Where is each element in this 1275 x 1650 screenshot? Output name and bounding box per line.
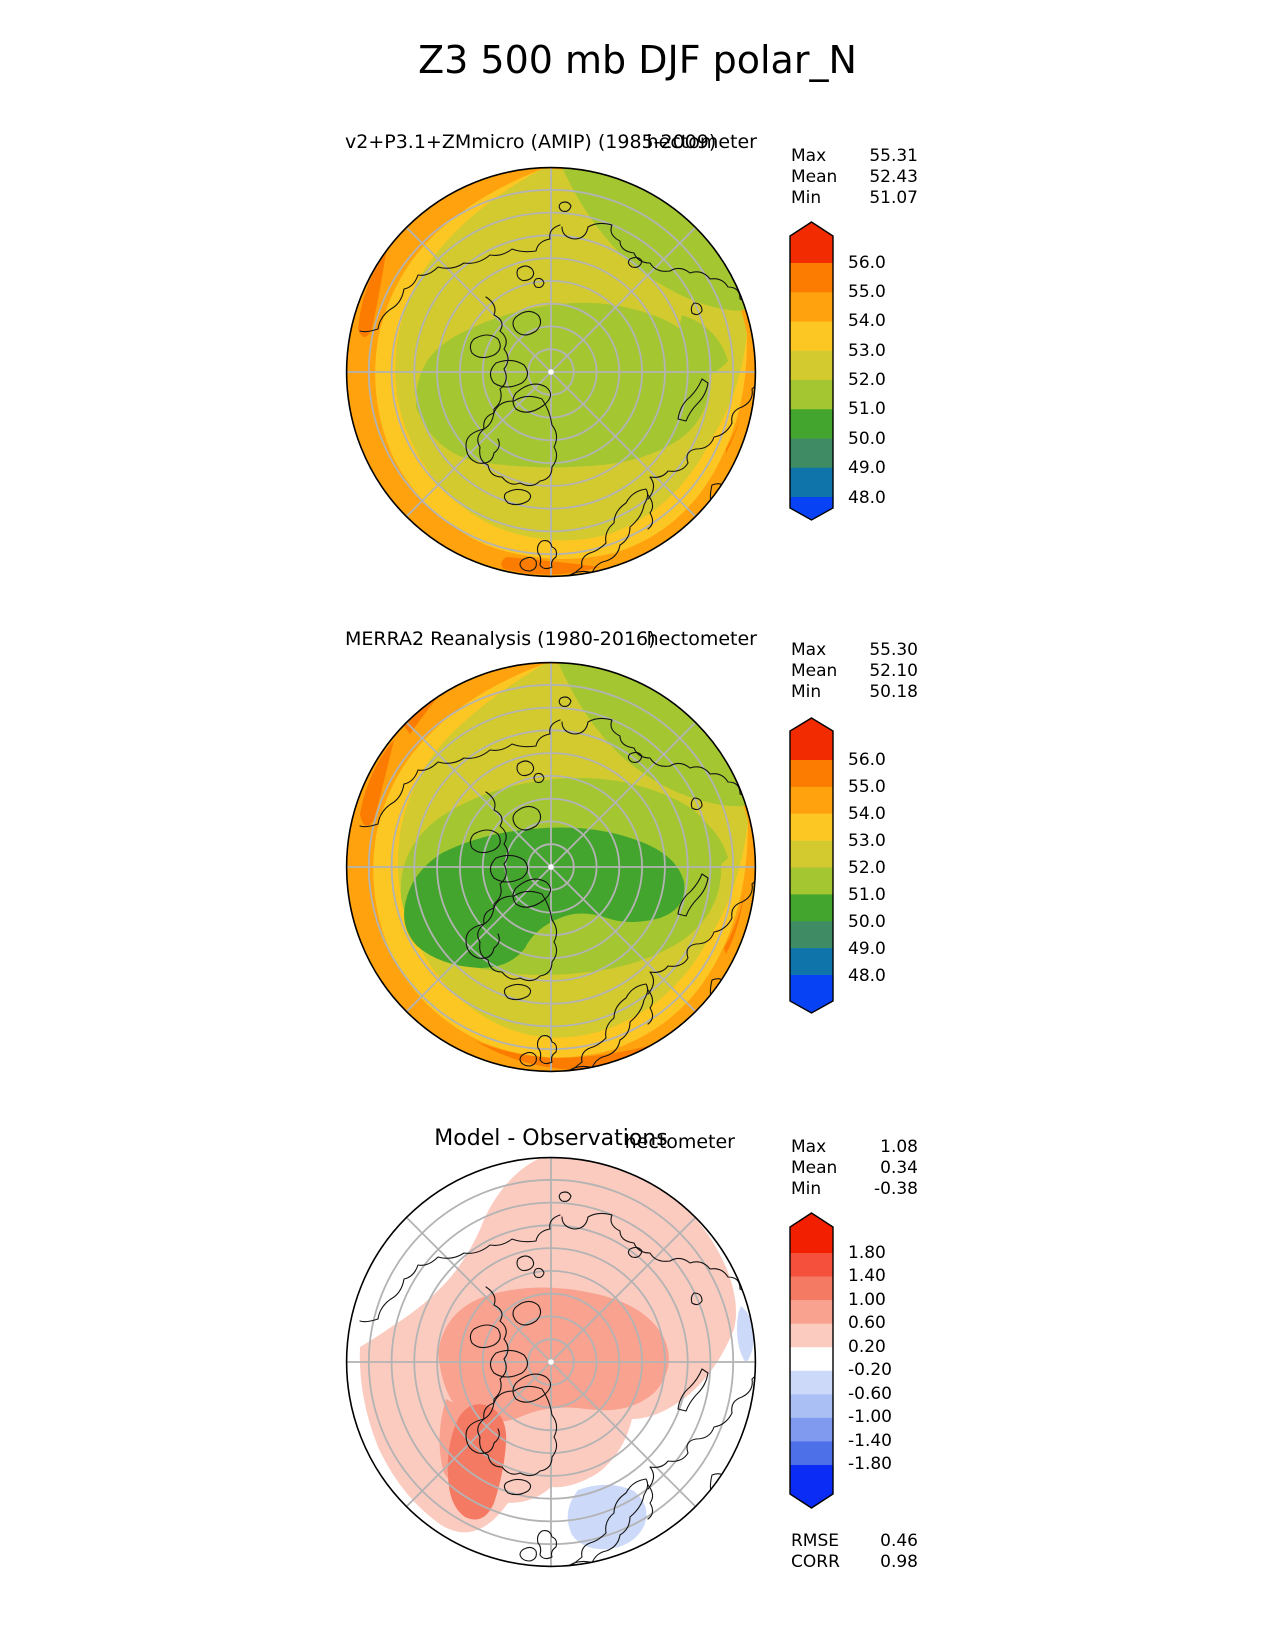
- colorbar-tick-label: -1.80: [848, 1454, 892, 1475]
- stat-row: Max 55.30: [791, 640, 918, 661]
- colorbar-tick-label: 54.0: [848, 311, 886, 332]
- colorbar-tick-label: 1.40: [848, 1266, 886, 1287]
- stat-value: 1.08: [880, 1137, 918, 1157]
- stat-row: Min 51.07: [791, 188, 918, 209]
- colorbar-tick-label: -0.60: [848, 1383, 892, 1404]
- stat-row: Max 55.31: [791, 146, 918, 167]
- figure-title: Z3 500 mb DJF polar_N: [418, 38, 857, 82]
- stat-label: Max: [791, 146, 827, 166]
- colorbar-model: [789, 221, 834, 521]
- colorbar-tick-label: 50.0: [848, 428, 886, 449]
- panel2-title: MERRA2 Reanalysis (1980-2016): [345, 628, 656, 650]
- metric-value: 0.98: [880, 1552, 918, 1572]
- metric-value: 0.46: [880, 1531, 918, 1551]
- colorbar-tick-label: 1.80: [848, 1242, 886, 1263]
- stat-value: -0.38: [874, 1179, 918, 1199]
- stat-value: 55.31: [869, 146, 918, 166]
- metric-row: RMSE 0.46: [791, 1531, 918, 1552]
- stat-row: Min -0.38: [791, 1179, 918, 1200]
- stat-label: Mean: [791, 1158, 838, 1178]
- stat-row: Mean 52.10: [791, 661, 918, 682]
- map-boundary: [345, 166, 757, 578]
- map-field-model: [347, 168, 755, 576]
- stat-row: Mean 52.43: [791, 167, 918, 188]
- colorbar-tick-label: 56.0: [848, 749, 886, 770]
- colorbar-tick-label: 51.0: [848, 884, 886, 905]
- map-boundary: [345, 1156, 757, 1568]
- stat-value: 52.43: [869, 167, 918, 187]
- stat-value: 50.18: [869, 682, 918, 702]
- stat-row: Min 50.18: [791, 682, 918, 703]
- colorbar-difference: [789, 1212, 834, 1509]
- colorbar-reference-ticks: 56.0 55.0 54.0 53.0 52.0 51.0 50.0 49.0 48.0: [848, 749, 938, 986]
- colorbar-tick-label: 49.0: [848, 938, 886, 959]
- stat-label: Mean: [791, 661, 838, 681]
- stat-label: Min: [791, 188, 822, 208]
- pole-marker: [548, 864, 554, 870]
- colorbar-tick-label: -1.40: [848, 1430, 892, 1451]
- panel3-units-label: hectometer: [624, 1131, 735, 1153]
- colorbar-tick-label: 49.0: [848, 458, 886, 479]
- stat-label: Max: [791, 640, 827, 660]
- colorbar-difference-ticks: 1.80 1.40 1.00 0.60 0.20 -0.20 -0.60 -1.00 -1.40…: [848, 1242, 938, 1475]
- panel1-units-label: hectometer: [646, 131, 757, 153]
- stat-label: Mean: [791, 167, 838, 187]
- panel2-stats: Max 55.30 Mean 52.10 Min 50.18: [791, 640, 918, 703]
- colorbar-tick-label: 51.0: [848, 399, 886, 420]
- polar-map-reference: [345, 661, 757, 1073]
- colorbar-tick-label: 0.60: [848, 1313, 886, 1334]
- colorbar-tick-label: 55.0: [848, 776, 886, 797]
- stat-value: 52.10: [869, 661, 918, 681]
- map-field-reference: [347, 663, 755, 1071]
- colorbar-reference: [789, 717, 834, 1014]
- colorbar-outline: [789, 221, 834, 521]
- colorbar-tick-label: 54.0: [848, 803, 886, 824]
- colorbar-tick-label: -1.00: [848, 1407, 892, 1428]
- stat-label: Min: [791, 1179, 822, 1199]
- colorbar-tick-label: 48.0: [848, 487, 886, 508]
- pole-marker: [548, 369, 554, 375]
- colorbar-tick-label: 1.00: [848, 1289, 886, 1310]
- colorbar-tick-label: -0.20: [848, 1360, 892, 1381]
- panel1-title: v2+P3.1+ZMmicro (AMIP) (1985-2009): [345, 131, 717, 153]
- colorbar-model-ticks: 56.0 55.0 54.0 53.0 52.0 51.0 50.0 49.0 48.0: [848, 252, 938, 508]
- panel3-title: Model - Observations: [434, 1126, 668, 1151]
- colorbar-tick-label: 0.20: [848, 1336, 886, 1357]
- stat-row: Mean 0.34: [791, 1158, 918, 1179]
- panel3-stats: Max 1.08 Mean 0.34 Min -0.38: [791, 1137, 918, 1200]
- colorbar-tick-label: 50.0: [848, 911, 886, 932]
- colorbar-tick-label: 52.0: [848, 370, 886, 390]
- panel2-units-label: hectometer: [646, 628, 757, 650]
- metric-row: CORR 0.98: [791, 1552, 918, 1573]
- stat-row: Max 1.08: [791, 1137, 918, 1158]
- polar-map-model: [345, 166, 757, 578]
- stat-label: Max: [791, 1137, 827, 1157]
- colorbar-tick-label: 53.0: [848, 830, 886, 851]
- colorbar-tick-label: 52.0: [848, 857, 886, 878]
- metric-label: RMSE: [791, 1531, 840, 1551]
- colorbar-tick-label: 56.0: [848, 252, 886, 273]
- colorbar-tick-label: 53.0: [848, 340, 886, 361]
- map-field-difference: [347, 1158, 755, 1566]
- polar-map-difference: [345, 1156, 757, 1568]
- colorbar-outline: [789, 717, 834, 1014]
- stat-label: Min: [791, 682, 822, 702]
- metric-label: CORR: [791, 1552, 840, 1572]
- colorbar-tick-label: 55.0: [848, 281, 886, 302]
- panel3-metrics: RMSE 0.46 CORR 0.98: [791, 1531, 918, 1573]
- stat-value: 55.30: [869, 640, 918, 660]
- stat-value: 0.34: [880, 1158, 918, 1178]
- colorbar-outline: [789, 1212, 834, 1509]
- stat-value: 51.07: [869, 188, 918, 208]
- panel1-stats: Max 55.31 Mean 52.43 Min 51.07: [791, 146, 918, 209]
- pole-marker: [548, 1359, 554, 1365]
- map-boundary: [345, 661, 757, 1073]
- colorbar-tick-label: 48.0: [848, 965, 886, 986]
